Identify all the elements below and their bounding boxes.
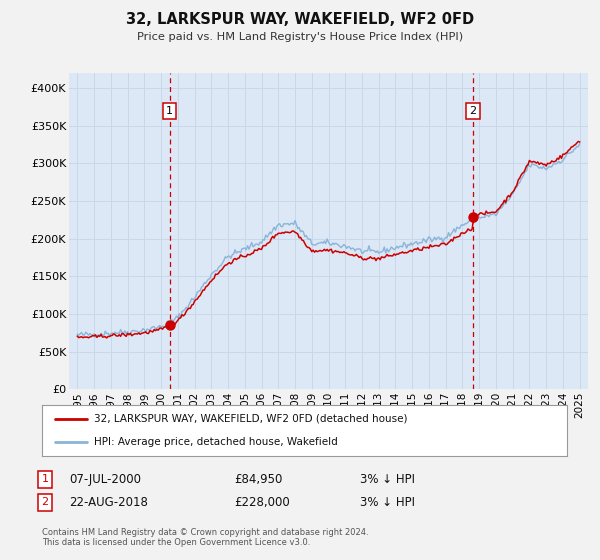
Text: 32, LARKSPUR WAY, WAKEFIELD, WF2 0FD: 32, LARKSPUR WAY, WAKEFIELD, WF2 0FD — [126, 12, 474, 27]
Text: £84,950: £84,950 — [234, 473, 283, 486]
Text: Price paid vs. HM Land Registry's House Price Index (HPI): Price paid vs. HM Land Registry's House … — [137, 32, 463, 42]
Text: 1: 1 — [41, 474, 49, 484]
Text: 2: 2 — [470, 106, 477, 116]
Text: 22-AUG-2018: 22-AUG-2018 — [69, 496, 148, 509]
Text: HPI: Average price, detached house, Wakefield: HPI: Average price, detached house, Wake… — [95, 437, 338, 447]
Text: 3% ↓ HPI: 3% ↓ HPI — [360, 473, 415, 486]
Text: 07-JUL-2000: 07-JUL-2000 — [69, 473, 141, 486]
Text: 3% ↓ HPI: 3% ↓ HPI — [360, 496, 415, 509]
Text: £228,000: £228,000 — [234, 496, 290, 509]
Text: 1: 1 — [166, 106, 173, 116]
Text: Contains HM Land Registry data © Crown copyright and database right 2024.
This d: Contains HM Land Registry data © Crown c… — [42, 528, 368, 547]
Text: 2: 2 — [41, 497, 49, 507]
Text: 32, LARKSPUR WAY, WAKEFIELD, WF2 0FD (detached house): 32, LARKSPUR WAY, WAKEFIELD, WF2 0FD (de… — [95, 414, 408, 424]
